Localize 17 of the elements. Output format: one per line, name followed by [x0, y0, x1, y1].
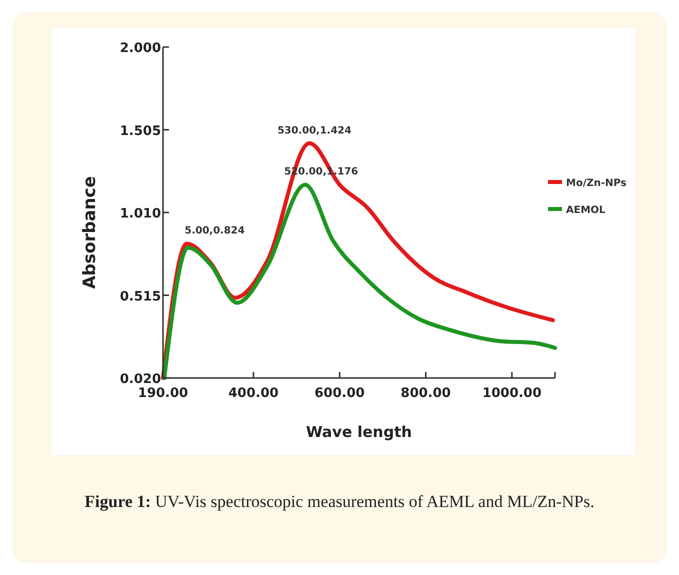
- x-tick-label: 1000.00: [482, 386, 542, 401]
- y-tick-label: 2.000: [120, 41, 161, 56]
- y-tick-label: 0.020: [120, 372, 161, 387]
- y-tick-label: 0.515: [120, 289, 161, 304]
- x-tick-label: 800.00: [400, 386, 451, 401]
- annotation: 530.00,1.424: [277, 125, 352, 136]
- x-tick-label: 400.00: [228, 386, 279, 401]
- legend-label: AEMOL: [566, 205, 606, 216]
- x-tick-label: 600.00: [314, 386, 365, 401]
- y-tick-label: 1.010: [120, 206, 161, 222]
- caption: Figure 1: UV-Vis spectroscopic measurements of AEML and ML/Zn-NPs.: [84, 492, 594, 511]
- legend-label: Mo/Zn-NPs: [566, 178, 627, 189]
- x-tick-label: 190.00: [138, 386, 188, 401]
- y-axis-title: Absorbance: [80, 176, 100, 289]
- y-tick-label: 1.505: [120, 124, 161, 139]
- annotation: 5.00,0.824: [184, 226, 245, 237]
- x-axis-title: Wave length: [306, 423, 412, 441]
